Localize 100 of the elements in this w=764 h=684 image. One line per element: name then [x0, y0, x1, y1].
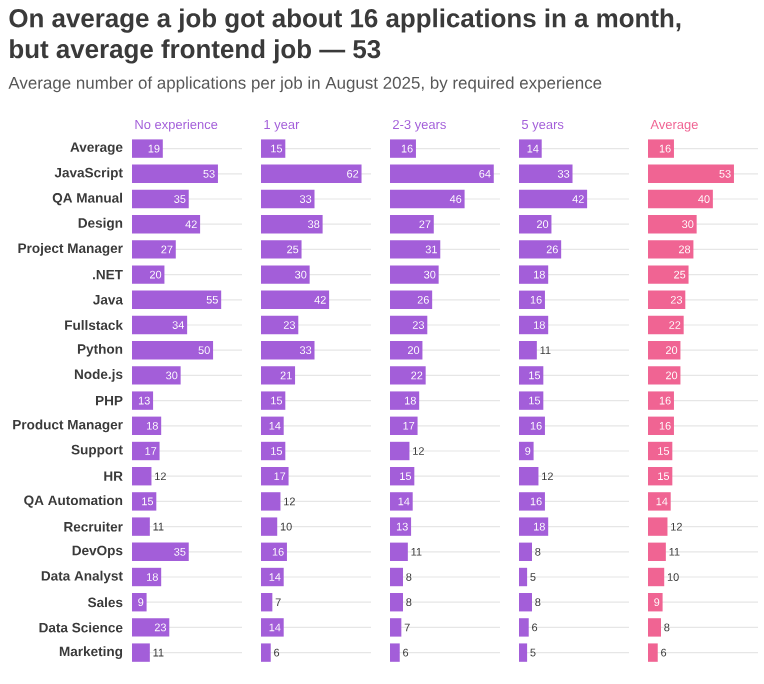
- bar: [519, 290, 545, 310]
- bar: [519, 240, 562, 259]
- bar: [261, 290, 330, 310]
- bar: [519, 215, 552, 234]
- bar: [390, 567, 403, 587]
- bar: [390, 542, 408, 562]
- bar: [648, 164, 734, 184]
- bar: [519, 341, 537, 360]
- bar: [648, 517, 668, 536]
- bar: [261, 467, 289, 486]
- bar: [261, 215, 323, 234]
- bar: [519, 492, 545, 511]
- bar: [648, 492, 671, 511]
- bar: [132, 593, 147, 612]
- bar: [390, 315, 428, 335]
- bar: [390, 441, 410, 461]
- bar: [648, 643, 658, 662]
- bar: [261, 265, 310, 284]
- bar: [390, 139, 416, 158]
- bar: [261, 391, 286, 410]
- bar: [261, 517, 278, 536]
- bar: [648, 542, 666, 562]
- bar: [390, 240, 441, 259]
- bar: [132, 240, 176, 259]
- bar: [261, 492, 281, 511]
- bar: [261, 593, 273, 612]
- bar: [132, 315, 188, 335]
- bar: [132, 391, 154, 410]
- bar: [132, 416, 162, 436]
- bar: [261, 366, 296, 385]
- bar: [132, 265, 165, 284]
- bar: [261, 416, 284, 436]
- bar: [390, 341, 423, 360]
- bar: [648, 189, 713, 209]
- bar: [519, 517, 549, 536]
- bar: [390, 366, 426, 385]
- text: Average number of applications per job in August 2025, by required experience: [8, 76, 602, 93]
- bar: [390, 189, 465, 209]
- bar: [261, 164, 362, 184]
- bar: [132, 567, 162, 587]
- bar: [648, 567, 665, 587]
- bar: [261, 618, 284, 637]
- bar: [390, 215, 434, 234]
- bar: [132, 467, 152, 486]
- bar: [132, 215, 201, 234]
- bar: [132, 517, 150, 536]
- bar: [132, 643, 150, 662]
- bar: [519, 164, 573, 184]
- bar: [648, 215, 697, 234]
- bar: [132, 441, 160, 461]
- bar: [648, 593, 663, 612]
- bar: [132, 164, 218, 184]
- bar: [261, 341, 315, 360]
- bar: [519, 441, 534, 461]
- bar: [648, 391, 674, 410]
- bar: [519, 567, 528, 587]
- text: On average a job got about 16 applications in a month, but average frontend job — 53: [9, 8, 681, 64]
- bar: [261, 240, 302, 259]
- bar: [519, 593, 532, 612]
- bar: [648, 416, 674, 436]
- bar: [132, 492, 157, 511]
- bar: [519, 189, 588, 209]
- bar: [261, 567, 284, 587]
- bar: [390, 416, 418, 436]
- bar: [132, 189, 189, 209]
- bar: [648, 315, 684, 335]
- bar: [648, 240, 694, 259]
- bar: [390, 517, 412, 536]
- bar: [390, 467, 415, 486]
- bar: [519, 643, 528, 662]
- bar: [132, 618, 170, 637]
- bar: [261, 542, 287, 562]
- bar: [390, 290, 433, 310]
- bar: [519, 391, 544, 410]
- bar: [648, 366, 681, 385]
- bar: [261, 643, 271, 662]
- bar: [390, 265, 439, 284]
- bar: [648, 265, 689, 284]
- bar: [261, 315, 299, 335]
- bar: [390, 618, 402, 637]
- bar: [132, 139, 163, 158]
- bar: [648, 341, 681, 360]
- bar: [390, 643, 400, 662]
- bar: [519, 542, 532, 562]
- bar: [519, 315, 549, 335]
- bar: [519, 366, 544, 385]
- bar: [519, 265, 549, 284]
- bar: [390, 391, 420, 410]
- bar: [648, 290, 686, 310]
- bar: [519, 139, 542, 158]
- bar: [648, 467, 673, 486]
- bar: [519, 618, 529, 637]
- bar: [390, 593, 403, 612]
- bar: [261, 139, 286, 158]
- bar: [648, 618, 661, 637]
- bar: [132, 341, 214, 360]
- bar: [648, 139, 674, 158]
- bar: [390, 492, 413, 511]
- bar: [390, 164, 494, 184]
- bar: [519, 467, 539, 486]
